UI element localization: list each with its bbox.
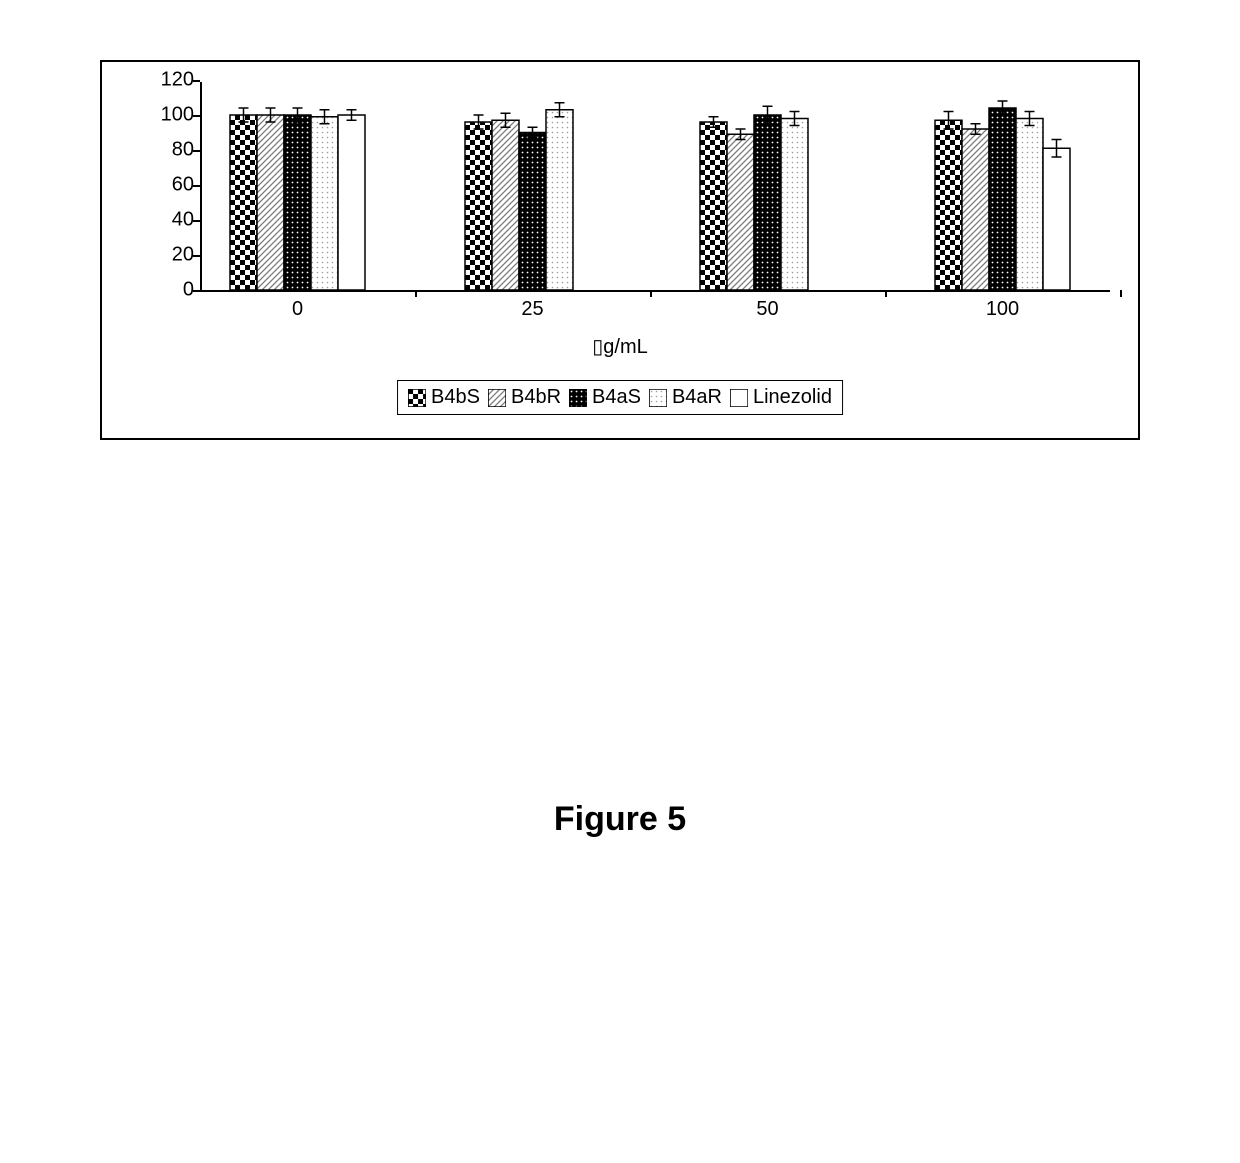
legend: B4bS B4bR B4aS B4aR Linezolid	[397, 380, 843, 415]
legend-label: B4bR	[511, 386, 561, 409]
bar	[546, 110, 573, 290]
legend-label: Linezolid	[753, 386, 832, 409]
legend-item: B4bS	[408, 386, 480, 409]
bar	[230, 115, 257, 290]
bar	[465, 122, 492, 290]
bar	[727, 134, 754, 290]
bar	[1043, 148, 1070, 290]
bar	[257, 115, 284, 290]
bar	[935, 120, 962, 290]
x-category-label: 50	[738, 298, 798, 321]
bar	[962, 129, 989, 290]
x-axis-title: ▯g/mL	[102, 334, 1138, 359]
x-axis	[200, 290, 1110, 292]
bar	[311, 117, 338, 290]
bar	[1016, 119, 1043, 291]
legend-item: B4bR	[488, 386, 561, 409]
bar	[338, 115, 365, 290]
chart-panel: 020406080100120 02550100 ▯g/mL B4bSB4bRB…	[100, 60, 1140, 440]
plot-area	[160, 80, 1120, 290]
legend-swatch	[569, 389, 587, 407]
legend-label: B4aS	[592, 386, 641, 409]
x-tick-mark	[885, 290, 887, 297]
bar	[519, 133, 546, 291]
bar	[700, 122, 727, 290]
x-tick-mark	[1120, 290, 1122, 297]
x-tick-mark	[415, 290, 417, 297]
bar	[492, 120, 519, 290]
bar	[781, 119, 808, 291]
legend-label: B4aR	[672, 386, 722, 409]
x-tick-mark	[650, 290, 652, 297]
bar	[754, 115, 781, 290]
legend-swatch	[649, 389, 667, 407]
x-category-label: 0	[268, 298, 328, 321]
bar	[284, 115, 311, 290]
x-category-label: 25	[503, 298, 563, 321]
x-category-label: 100	[973, 298, 1033, 321]
figure-caption: Figure 5	[0, 800, 1240, 839]
legend-label: B4bS	[431, 386, 480, 409]
legend-item: B4aR	[649, 386, 722, 409]
legend-item: B4aS	[569, 386, 641, 409]
legend-swatch	[730, 389, 748, 407]
legend-swatch	[488, 389, 506, 407]
bar	[989, 108, 1016, 290]
legend-item: Linezolid	[730, 386, 832, 409]
legend-swatch	[408, 389, 426, 407]
